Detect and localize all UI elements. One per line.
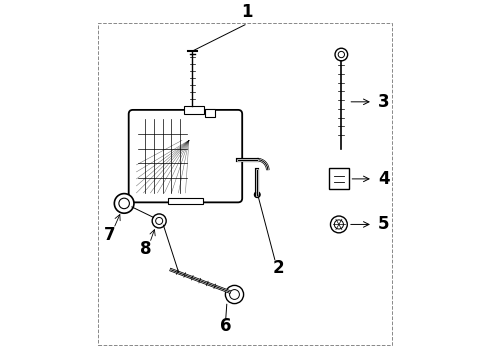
Circle shape bbox=[230, 289, 240, 300]
Text: 7: 7 bbox=[104, 226, 116, 244]
Circle shape bbox=[254, 192, 260, 198]
Text: 1: 1 bbox=[241, 3, 252, 21]
FancyBboxPatch shape bbox=[129, 110, 242, 202]
Bar bbox=[98, 23, 392, 345]
Circle shape bbox=[330, 216, 347, 233]
Text: 3: 3 bbox=[378, 93, 390, 111]
Circle shape bbox=[114, 194, 134, 213]
Bar bbox=[329, 168, 349, 189]
Circle shape bbox=[152, 214, 166, 228]
Circle shape bbox=[334, 220, 343, 229]
Circle shape bbox=[335, 48, 347, 61]
Circle shape bbox=[225, 285, 244, 303]
Circle shape bbox=[338, 51, 344, 58]
Text: 5: 5 bbox=[378, 215, 390, 233]
Text: 6: 6 bbox=[220, 317, 231, 335]
Text: 4: 4 bbox=[378, 170, 390, 188]
Circle shape bbox=[156, 217, 163, 224]
Text: 8: 8 bbox=[141, 240, 152, 258]
Bar bbox=[184, 106, 204, 114]
Bar bbox=[205, 109, 215, 117]
Circle shape bbox=[119, 198, 129, 209]
Bar bbox=[168, 198, 203, 204]
Text: 2: 2 bbox=[272, 259, 284, 277]
